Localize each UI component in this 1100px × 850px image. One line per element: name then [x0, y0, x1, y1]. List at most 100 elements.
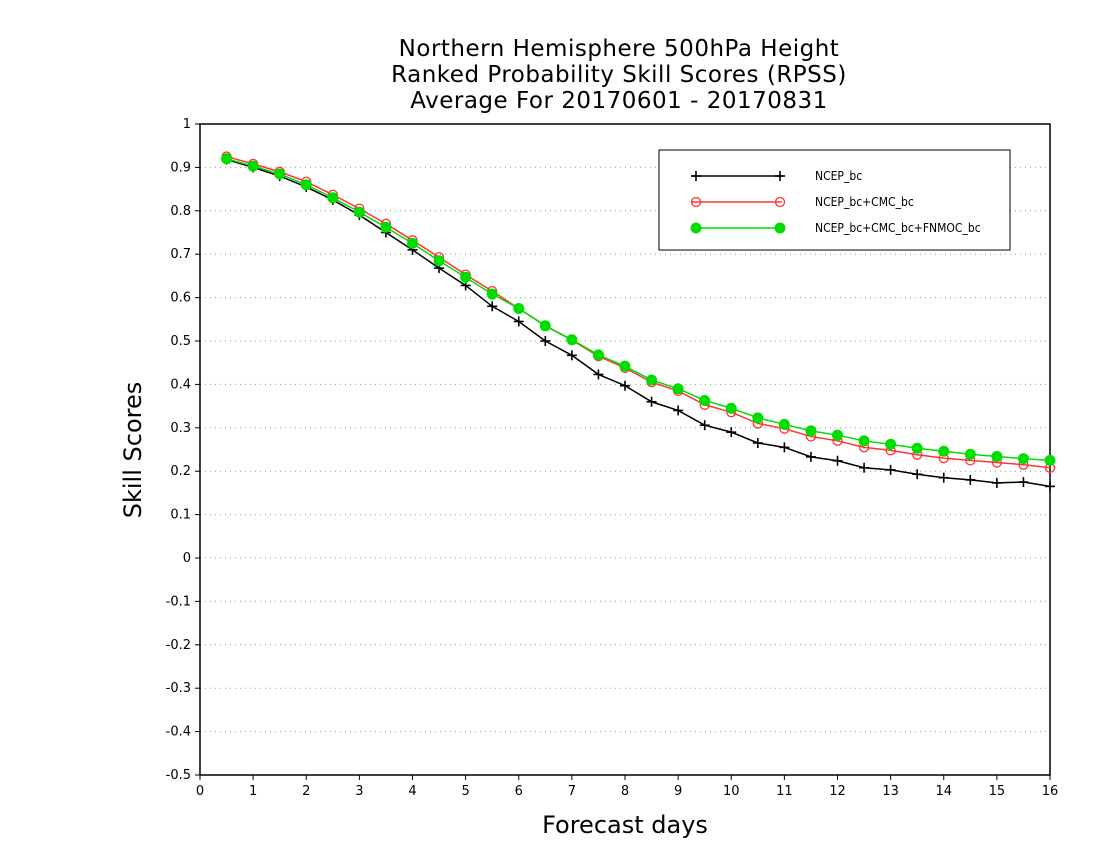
- data-point: [885, 438, 897, 450]
- data-point: [274, 168, 286, 180]
- data-point: [938, 445, 950, 457]
- data-point: [486, 288, 498, 300]
- x-tick-label: 3: [355, 784, 363, 799]
- data-point: [779, 442, 790, 453]
- data-point: [513, 302, 525, 314]
- legend-marker: [691, 171, 701, 181]
- x-tick-label: 5: [461, 784, 469, 799]
- y-tick-label: -0.1: [166, 594, 191, 609]
- data-point: [221, 153, 233, 165]
- data-point: [487, 301, 498, 312]
- legend-label: NCEP_bc+CMC_bc+FNMOC_bc: [815, 221, 981, 235]
- legend: NCEP_bc NCEP_bc+CMC_bc NCEP_bc+CMC_bc+FNMO…: [658, 149, 1011, 251]
- data-point: [778, 418, 790, 430]
- chart-title-line-3: Average For 20170601 - 20170831: [410, 88, 828, 114]
- legend-marker: [690, 196, 702, 208]
- x-tick-label: 9: [674, 784, 682, 799]
- data-point: [1045, 481, 1055, 492]
- legend-marker: [690, 222, 702, 234]
- y-tick-label: 0.6: [170, 291, 191, 306]
- series-group: [221, 151, 1056, 492]
- data-point: [673, 405, 684, 416]
- axes: -0.5 -0.4 -0.3 -0.2 -0.1 0 0.1 0.2 0.3 0.4 0.5 0.6 0…: [166, 117, 1059, 799]
- data-point: [859, 462, 870, 473]
- y-axis-title: Skill Scores: [119, 382, 147, 519]
- data-point: [805, 451, 816, 462]
- x-tick-label: 13: [882, 784, 899, 799]
- x-tick-label: 12: [829, 784, 846, 799]
- data-point: [380, 221, 392, 233]
- y-tick-label: 0.9: [170, 160, 191, 175]
- data-point: [699, 394, 711, 406]
- data-point: [752, 412, 764, 424]
- y-tick-label: -0.2: [166, 638, 191, 653]
- y-tick-label: 0.3: [170, 421, 191, 436]
- legend-marker: [774, 222, 786, 234]
- y-tick-label: 0: [183, 551, 191, 566]
- x-tick-label: 14: [935, 784, 952, 799]
- x-tick-label: 2: [302, 784, 310, 799]
- data-point: [726, 427, 737, 438]
- y-tick-label: 0.4: [170, 377, 191, 392]
- series-3: [221, 153, 1056, 466]
- data-point: [964, 448, 976, 460]
- data-point: [912, 469, 923, 480]
- y-tick-label: 0.1: [170, 508, 191, 523]
- x-tick-label: 16: [1042, 784, 1059, 799]
- data-point: [805, 425, 817, 437]
- x-tick-label: 8: [621, 784, 629, 799]
- data-point: [1018, 477, 1029, 488]
- data-point: [539, 320, 551, 332]
- data-point: [672, 383, 684, 395]
- data-point: [1017, 453, 1029, 465]
- data-point: [965, 474, 976, 485]
- data-point: [592, 349, 604, 361]
- y-tick-label: 0.7: [170, 247, 191, 262]
- data-point: [858, 435, 870, 447]
- data-point: [646, 396, 657, 407]
- data-point: [460, 271, 472, 283]
- data-point: [699, 420, 710, 431]
- data-point: [540, 336, 551, 346]
- data-point: [1044, 454, 1056, 466]
- data-point: [327, 192, 339, 204]
- y-tick-label: 0.5: [170, 334, 191, 349]
- data-point: [725, 402, 737, 414]
- legend-label: NCEP_bc: [815, 169, 862, 183]
- data-point: [247, 160, 259, 172]
- y-tick-label: 0.8: [170, 204, 191, 219]
- x-tick-label: 1: [249, 784, 257, 799]
- data-point: [566, 334, 578, 346]
- x-tick-label: 7: [568, 784, 576, 799]
- y-tick-label: 1: [183, 117, 191, 132]
- data-point: [832, 429, 843, 441]
- legend-marker: [774, 196, 786, 208]
- legend-label: NCEP_bc+CMC_bc: [815, 195, 914, 209]
- data-point: [433, 255, 445, 267]
- data-point: [619, 360, 631, 372]
- chart-title-line-1: Northern Hemisphere 500hPa Height: [398, 36, 840, 62]
- x-axis-title: Forecast days: [542, 811, 708, 839]
- x-tick-label: 6: [515, 784, 523, 799]
- data-point: [885, 464, 896, 475]
- legend-box: [658, 149, 1011, 251]
- data-point: [407, 237, 418, 249]
- data-point: [991, 477, 1002, 488]
- x-tick-label: 4: [408, 784, 416, 799]
- y-tick-label: -0.4: [166, 725, 191, 740]
- x-tick-label: 11: [776, 784, 793, 799]
- x-tick-label: 10: [723, 784, 740, 799]
- data-point: [593, 369, 604, 380]
- data-point: [300, 179, 312, 191]
- x-tick-label: 15: [989, 784, 1006, 799]
- y-tick-label: -0.5: [166, 768, 191, 783]
- data-point: [513, 316, 524, 327]
- data-point: [566, 350, 577, 361]
- data-point: [911, 442, 923, 454]
- data-point: [353, 206, 365, 218]
- data-point: [832, 455, 843, 466]
- data-point: [752, 437, 763, 448]
- data-point: [938, 472, 949, 483]
- y-tick-label: 0.2: [170, 464, 191, 479]
